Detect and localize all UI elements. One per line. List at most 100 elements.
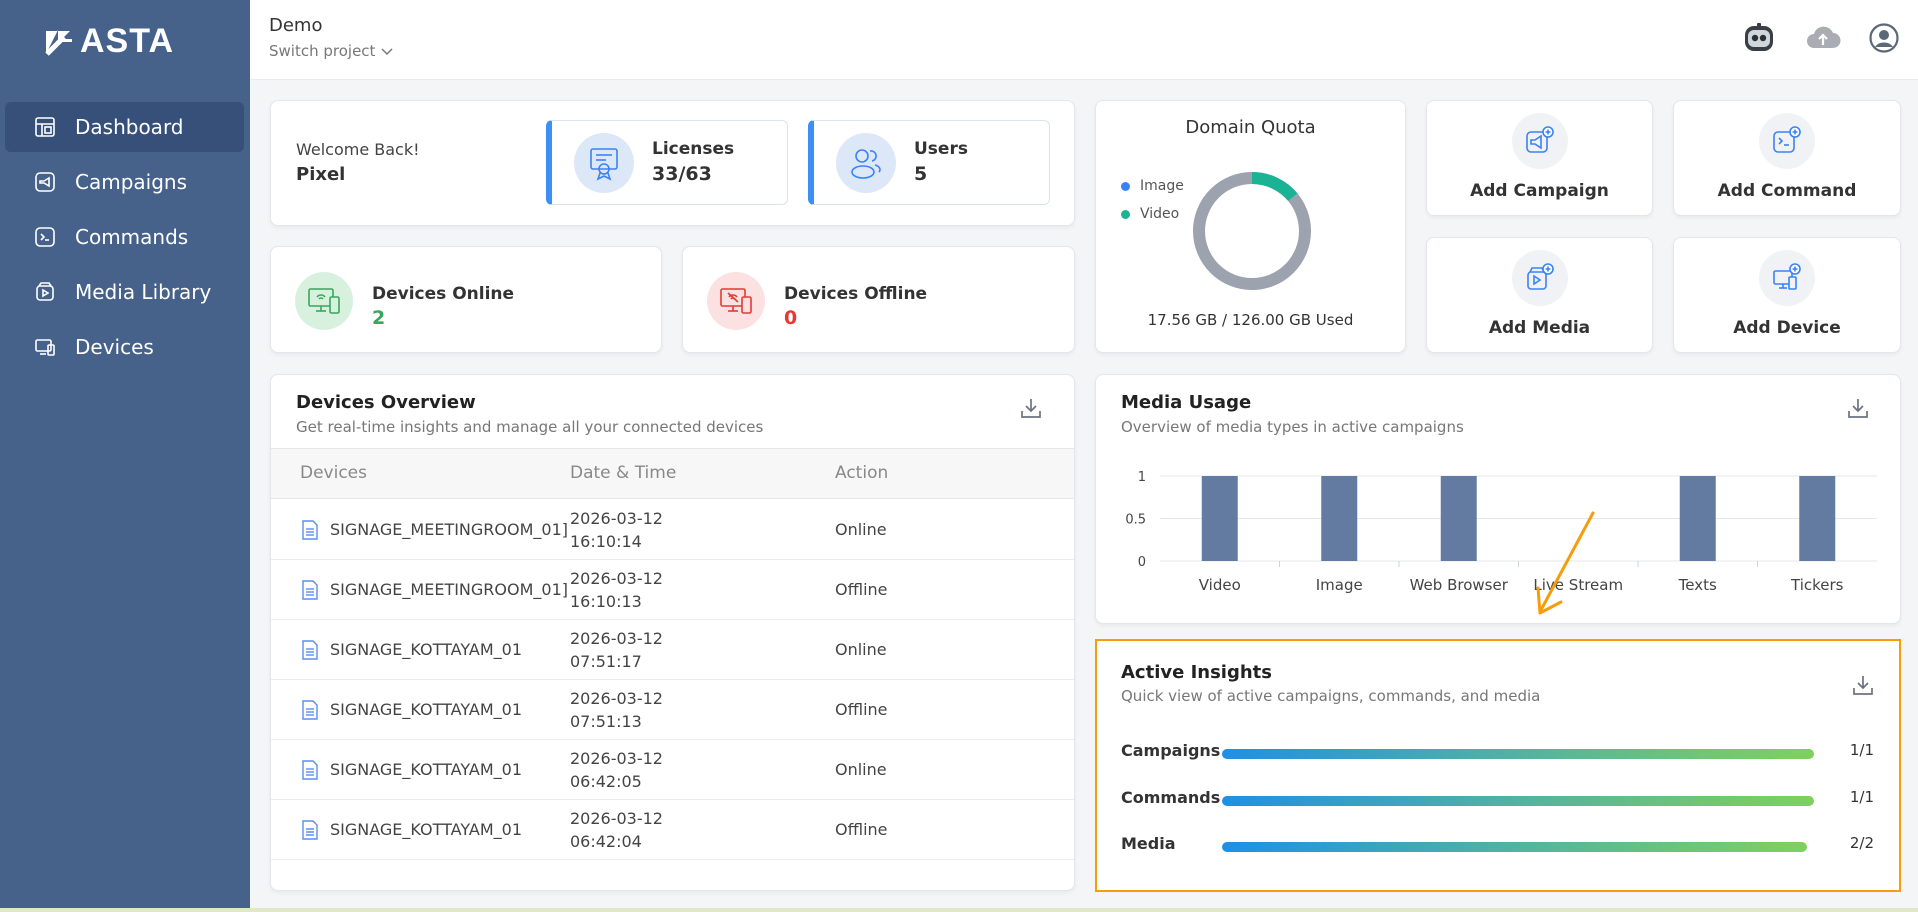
license-certificate-icon	[574, 133, 634, 193]
device-name: SIGNAGE_KOTTAYAM_01	[330, 700, 522, 719]
document-icon	[301, 640, 319, 664]
licenses-stat[interactable]: Licenses 33/63	[546, 120, 788, 205]
monitor-online-icon	[295, 272, 353, 330]
add-media-icon	[1511, 250, 1568, 306]
y-tick-label: 0.5	[1125, 513, 1146, 528]
row-time: 06:42:04	[570, 832, 642, 851]
media-usage-subtitle: Overview of media types in active campai…	[1121, 418, 1464, 436]
table-row[interactable]: SIGNAGE_KOTTAYAM_01 2026-03-12 06:42:05 O…	[271, 740, 1074, 800]
download-icon[interactable]	[1844, 394, 1872, 422]
licenses-label: Licenses	[652, 139, 735, 159]
robot-icon[interactable]	[1741, 20, 1777, 56]
devices-offline-label: Devices Offline	[784, 284, 928, 304]
x-tick-label: Tickers	[1790, 576, 1844, 594]
devices-table-header: Devices Date & Time Action	[271, 448, 1074, 499]
active-insights-title: Active Insights	[1121, 662, 1272, 683]
bottom-accent-bar	[0, 908, 1918, 912]
column-devices[interactable]: Devices	[300, 463, 367, 483]
add-campaign-icon	[1511, 113, 1568, 169]
devices-overview-card: Devices Overview Get real-time insights …	[270, 374, 1075, 891]
sidebar-item-label: Commands	[75, 225, 189, 249]
devices-overview-title: Devices Overview	[296, 392, 476, 413]
date-time-cell: 2026-03-12 06:42:05	[570, 747, 663, 793]
row-time: 16:10:14	[570, 532, 642, 551]
licenses-value: 33/63	[652, 163, 712, 185]
table-row[interactable]: SIGNAGE_MEETINGROOM_01] 2026-03-12 16:10:…	[271, 500, 1074, 560]
date-time-cell: 2026-03-12 07:51:13	[570, 687, 663, 733]
add-campaign-label: Add Campaign	[1470, 181, 1609, 201]
document-icon	[301, 820, 319, 844]
table-row[interactable]: SIGNAGE_MEETINGROOM_01] 2026-03-12 16:10:…	[271, 560, 1074, 620]
add-media-button[interactable]: Add Media	[1426, 237, 1653, 353]
megaphone-icon	[33, 170, 57, 194]
sidebar-item-label: Media Library	[75, 280, 212, 304]
switch-project-dropdown[interactable]: Switch project	[269, 42, 393, 60]
sidebar-item-campaigns[interactable]: Campaigns	[5, 157, 244, 207]
user-name: Pixel	[296, 164, 346, 185]
date-time-cell: 2026-03-12 07:51:17	[570, 627, 663, 673]
row-date: 2026-03-12	[570, 629, 663, 648]
column-action[interactable]: Action	[835, 463, 889, 483]
terminal-icon	[33, 225, 57, 249]
table-row[interactable]: SIGNAGE_KOTTAYAM_01 2026-03-12 07:51:13 O…	[271, 680, 1074, 740]
table-row[interactable]: SIGNAGE_KOTTAYAM_01 2026-03-12 06:42:04 O…	[271, 800, 1074, 860]
bar-web-browser	[1440, 476, 1477, 561]
devices-offline-card[interactable]: Devices Offline 0	[682, 246, 1075, 353]
device-name: SIGNAGE_MEETINGROOM_01]	[330, 520, 569, 539]
table-row[interactable]: SIGNAGE_KOTTAYAM_01 2026-03-12 07:51:17 O…	[271, 620, 1074, 680]
media-usage-chart: 0 0.5 1 Video Image Web Browser Live Stream Tex…	[1125, 470, 1877, 594]
devices-online-card[interactable]: Devices Online 2	[270, 246, 662, 353]
devices-overview-subtitle: Get real-time insights and manage all yo…	[296, 418, 764, 436]
cloud-upload-icon[interactable]	[1805, 20, 1841, 56]
device-action-status: Online	[835, 760, 887, 779]
date-time-cell: 2026-03-12 16:10:13	[570, 567, 663, 613]
row-time: 07:51:17	[570, 652, 642, 671]
device-name: SIGNAGE_KOTTAYAM_01	[330, 820, 522, 839]
active-insights-card: Active Insights Quick view of active cam…	[1095, 639, 1901, 892]
download-icon[interactable]	[1849, 671, 1877, 699]
brand-logo[interactable]: ASTA	[44, 22, 174, 61]
insight-media-label: Media	[1121, 834, 1176, 853]
y-tick-label: 0	[1138, 555, 1146, 570]
users-stat[interactable]: Users 5	[808, 120, 1050, 205]
sidebar-item-media-library[interactable]: Media Library	[5, 267, 244, 317]
project-name: Demo	[269, 15, 323, 36]
sidebar-item-devices[interactable]: Devices	[5, 322, 244, 372]
active-insights-subtitle: Quick view of active campaigns, commands…	[1121, 687, 1541, 705]
add-campaign-button[interactable]: Add Campaign	[1426, 100, 1653, 216]
add-command-icon	[1759, 113, 1815, 169]
devices-online-value: 2	[372, 307, 386, 329]
device-name: SIGNAGE_KOTTAYAM_01	[330, 760, 522, 779]
top-header: Demo Switch project	[250, 0, 1918, 80]
domain-quota-title: Domain Quota	[1185, 117, 1316, 138]
device-name: SIGNAGE_MEETINGROOM_01]	[330, 580, 569, 599]
insight-campaigns-bar	[1222, 749, 1814, 759]
devices-offline-value: 0	[784, 307, 798, 329]
legend-video-label: Video	[1140, 206, 1180, 222]
user-avatar-icon[interactable]	[1866, 20, 1902, 56]
sidebar-nav: Dashboard Campaigns Commands Media Libra…	[5, 102, 244, 377]
insight-commands-label: Commands	[1121, 788, 1221, 807]
quota-used-text: 17.56 GB / 126.00 GB Used	[1147, 311, 1354, 329]
insight-campaigns-label: Campaigns	[1121, 741, 1221, 760]
bar-video	[1201, 476, 1238, 561]
download-icon[interactable]	[1017, 394, 1045, 422]
insight-commands-value: 1/1	[1849, 788, 1874, 806]
column-date-time[interactable]: Date & Time	[570, 463, 677, 483]
domain-quota-card: Domain Quota Image Video 17.56 GB / 126.…	[1095, 100, 1406, 353]
dashboard-icon	[33, 115, 57, 139]
sidebar-item-commands[interactable]: Commands	[5, 212, 244, 262]
insight-media-value: 2/2	[1849, 834, 1874, 852]
legend-image-swatch	[1121, 181, 1130, 191]
row-date: 2026-03-12	[570, 749, 663, 768]
add-device-label: Add Device	[1733, 318, 1841, 338]
device-action-status: Online	[835, 640, 887, 659]
sidebar-item-label: Devices	[75, 335, 154, 359]
x-tick-label: Live Stream	[1533, 576, 1623, 594]
row-date: 2026-03-12	[570, 809, 663, 828]
device-name: SIGNAGE_KOTTAYAM_01	[330, 640, 522, 659]
sidebar-item-dashboard[interactable]: Dashboard	[5, 102, 244, 152]
devices-icon	[33, 335, 57, 359]
add-command-button[interactable]: Add Command	[1673, 100, 1901, 216]
add-device-button[interactable]: Add Device	[1673, 237, 1901, 353]
